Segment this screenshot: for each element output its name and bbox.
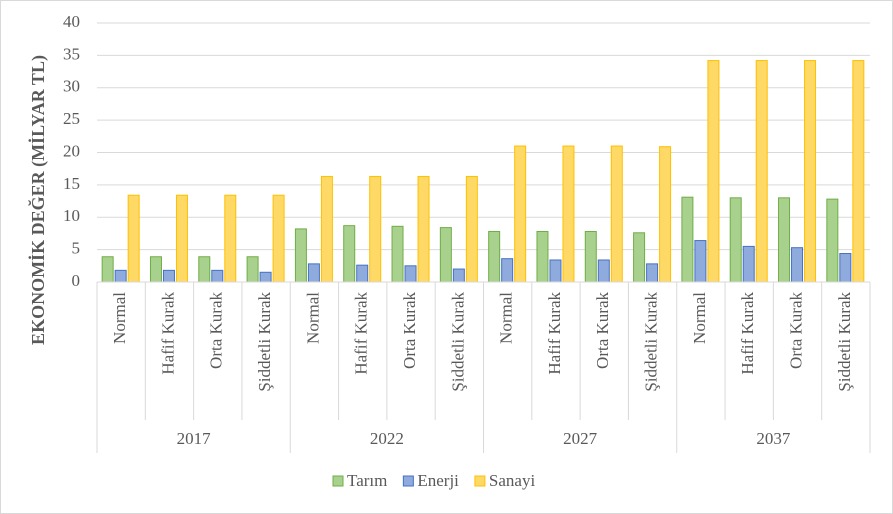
bar <box>452 268 465 283</box>
bar <box>127 194 140 283</box>
bar <box>162 269 175 283</box>
bar <box>839 253 852 283</box>
y-tick-label: 35 <box>63 44 80 63</box>
bar <box>778 197 791 283</box>
y-tick-label: 0 <box>72 271 81 290</box>
legend-swatch <box>474 475 486 487</box>
y-tick-label: 25 <box>63 109 80 128</box>
bar <box>320 175 333 283</box>
bar <box>272 194 285 283</box>
legend-swatch <box>402 475 414 487</box>
bar <box>804 60 817 283</box>
bar <box>259 271 272 283</box>
x-tick-label: Hafif Kurak <box>738 292 757 375</box>
bar <box>707 60 720 283</box>
x-tick-label: Normal <box>303 292 322 344</box>
bar <box>175 194 188 283</box>
bar <box>246 256 259 283</box>
bar <box>791 247 804 283</box>
x-tick-label: Normal <box>110 292 129 344</box>
bar <box>439 227 452 283</box>
bar <box>198 256 211 283</box>
bar <box>610 145 623 283</box>
y-axis-title: EKONOMİK DEĞER (MİLYAR TL) <box>27 55 49 345</box>
bar <box>224 194 237 283</box>
x-tick-label: Hafif Kurak <box>158 292 177 375</box>
legend-label: Enerji <box>417 471 459 490</box>
bar <box>307 263 320 283</box>
legend-swatch <box>332 475 344 487</box>
x-tick-label: Orta Kurak <box>207 292 226 369</box>
x-tick-label: Şiddetli Kurak <box>255 292 274 392</box>
bar <box>501 258 514 283</box>
y-tick-label: 40 <box>63 12 80 31</box>
x-tick-label: Normal <box>690 292 709 344</box>
bar <box>356 264 369 283</box>
bar <box>536 230 549 283</box>
group-label: 2017 <box>177 429 212 448</box>
bar <box>488 230 501 283</box>
bar <box>562 145 575 283</box>
bar <box>633 232 646 283</box>
bar <box>417 175 430 283</box>
bar <box>659 146 672 283</box>
bar <box>465 175 478 283</box>
bar <box>114 269 127 283</box>
y-tick-label: 20 <box>63 141 80 160</box>
x-tick-label: Normal <box>497 292 516 344</box>
group-label: 2027 <box>563 429 598 448</box>
bar <box>742 245 755 283</box>
x-tick-label: Şiddetli Kurak <box>448 292 467 392</box>
group-label: 2037 <box>756 429 791 448</box>
bar <box>852 60 865 283</box>
x-tick-label: Orta Kurak <box>593 292 612 369</box>
bar <box>101 256 114 283</box>
bar <box>584 230 597 283</box>
bar <box>369 175 382 283</box>
bar <box>549 259 562 283</box>
x-tick-label: Orta Kurak <box>400 292 419 369</box>
legend-label: Tarım <box>347 471 387 490</box>
x-tick-label: Hafif Kurak <box>545 292 564 375</box>
bar <box>646 263 659 283</box>
bar <box>681 196 694 283</box>
y-tick-label: 30 <box>63 77 80 96</box>
bar <box>404 265 417 283</box>
bar <box>391 225 404 283</box>
x-tick-label: Şiddetli Kurak <box>835 292 854 392</box>
bar <box>294 228 307 283</box>
bar <box>826 198 839 283</box>
y-tick-label: 10 <box>63 206 80 225</box>
y-tick-label: 15 <box>63 174 80 193</box>
bar <box>514 145 527 283</box>
y-tick-label: 5 <box>72 239 81 258</box>
bar <box>597 259 610 283</box>
legend-label: Sanayi <box>489 471 536 490</box>
bar <box>149 256 162 283</box>
bar <box>343 225 356 283</box>
bar <box>729 197 742 283</box>
bar <box>694 240 707 283</box>
bar <box>755 60 768 283</box>
x-tick-label: Şiddetli Kurak <box>642 292 661 392</box>
bar <box>211 269 224 283</box>
x-tick-label: Hafif Kurak <box>352 292 371 375</box>
group-label: 2022 <box>370 429 404 448</box>
x-tick-label: Orta Kurak <box>786 292 805 369</box>
